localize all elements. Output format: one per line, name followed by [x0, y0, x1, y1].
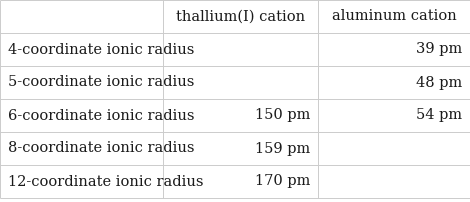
Text: 5-coordinate ionic radius: 5-coordinate ionic radius	[8, 76, 195, 89]
Text: 4-coordinate ionic radius: 4-coordinate ionic radius	[8, 42, 195, 57]
Text: 150 pm: 150 pm	[255, 108, 310, 122]
Text: 12-coordinate ionic radius: 12-coordinate ionic radius	[8, 175, 204, 188]
Text: 39 pm: 39 pm	[416, 42, 462, 57]
Text: thallium(I) cation: thallium(I) cation	[176, 9, 305, 23]
Text: 48 pm: 48 pm	[416, 76, 462, 89]
Text: 159 pm: 159 pm	[255, 141, 310, 156]
Text: 54 pm: 54 pm	[416, 108, 462, 122]
Text: 8-coordinate ionic radius: 8-coordinate ionic radius	[8, 141, 195, 156]
Text: aluminum cation: aluminum cation	[332, 9, 456, 23]
Text: 6-coordinate ionic radius: 6-coordinate ionic radius	[8, 108, 195, 122]
Text: 170 pm: 170 pm	[255, 175, 310, 188]
